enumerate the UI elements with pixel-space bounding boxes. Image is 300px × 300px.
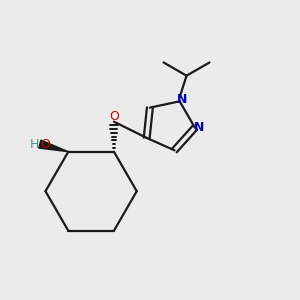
Polygon shape xyxy=(39,140,68,152)
Text: N: N xyxy=(194,121,205,134)
Text: O: O xyxy=(109,110,119,123)
Text: H: H xyxy=(30,138,39,151)
Text: O: O xyxy=(41,138,51,151)
Text: N: N xyxy=(177,93,187,106)
